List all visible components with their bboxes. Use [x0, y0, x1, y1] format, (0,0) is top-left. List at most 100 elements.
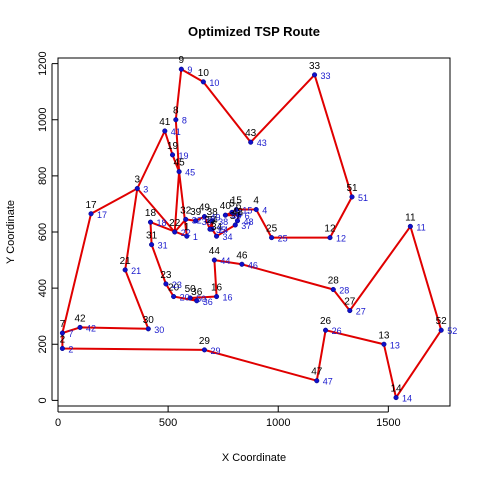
city-label: 39	[190, 207, 202, 218]
city-label: 26	[320, 316, 332, 327]
city-label-secondary: 41	[171, 127, 181, 137]
city-label-secondary: 32	[192, 215, 202, 225]
city-label-secondary: 2	[68, 344, 73, 354]
city-label-secondary: 26	[332, 326, 342, 336]
city-label: 44	[209, 246, 221, 257]
city-label-secondary: 36	[203, 297, 213, 307]
city-point	[248, 139, 254, 145]
city-point	[187, 295, 193, 301]
city-point	[184, 233, 190, 239]
city-label: 15	[231, 196, 243, 207]
city-label: 42	[74, 313, 86, 324]
city-label: 49	[199, 203, 211, 214]
city-point	[214, 233, 220, 239]
city-label-secondary: 44	[220, 256, 230, 266]
city-point	[134, 185, 140, 192]
city-point	[438, 327, 444, 333]
x-axis: 0 500 1000 1500	[55, 406, 401, 429]
city-label-secondary: 13	[390, 340, 400, 350]
city-label-secondary: 1	[193, 232, 198, 242]
city-label-secondary: 34	[223, 232, 233, 242]
city-point	[209, 218, 215, 224]
city-label: 41	[159, 117, 171, 128]
x-tick-label: 1000	[266, 417, 290, 429]
city-label-secondary: 52	[447, 326, 457, 336]
city-label-secondary: 19	[179, 151, 189, 161]
city-label: 36	[191, 287, 203, 298]
city-label-secondary: 46	[248, 260, 258, 270]
city-point	[147, 219, 154, 225]
city-point	[347, 308, 353, 314]
city-label: 19	[167, 141, 179, 152]
city-label: 14	[390, 384, 402, 395]
city-label-secondary: 43	[257, 138, 267, 148]
city-label: 47	[311, 367, 323, 378]
y-axis-label: Y Coordinate	[5, 200, 17, 264]
x-tick-label: 500	[159, 417, 177, 429]
city-label: 46	[236, 250, 248, 261]
city-label: 25	[266, 224, 278, 235]
city-label: 51	[346, 183, 358, 194]
y-tick-label: 800	[37, 167, 49, 185]
city-label: 52	[436, 316, 448, 327]
city-label-secondary: 17	[97, 210, 107, 220]
y-tick-label: 200	[37, 335, 49, 353]
city-point	[201, 347, 207, 353]
city-label-secondary: 24	[218, 225, 228, 235]
city-label-secondary: 39	[202, 217, 212, 227]
city-label: 38	[207, 207, 219, 218]
city-point	[232, 222, 238, 228]
city-point	[207, 226, 213, 232]
city-point	[171, 293, 177, 300]
city-label-secondary: 5	[238, 208, 243, 218]
city-label: 37	[230, 211, 242, 222]
city-point	[122, 267, 128, 273]
city-point	[381, 341, 387, 347]
city-label-secondary: 30	[154, 325, 164, 335]
city-label-secondary: 40	[231, 211, 241, 221]
city-label: 45	[174, 158, 186, 169]
city-point	[59, 330, 65, 336]
city-label-secondary: 23	[172, 280, 182, 290]
city-point	[145, 326, 151, 332]
city-label: 17	[85, 200, 97, 211]
city-label: 3	[134, 175, 140, 186]
city-label-secondary: 38	[218, 217, 228, 227]
city-label-secondary: 15	[242, 206, 252, 216]
city-label-secondary: 9	[187, 65, 192, 75]
city-point	[193, 218, 199, 224]
city-point	[253, 206, 259, 213]
city-point	[239, 261, 245, 267]
city-point	[173, 117, 179, 123]
city-label-secondary: 48	[243, 217, 253, 227]
city-label-secondary: 42	[86, 323, 96, 333]
city-point	[393, 395, 399, 401]
city-label-secondary: 4	[262, 206, 267, 216]
city-label-secondary: 47	[323, 377, 333, 387]
city-label: 24	[207, 215, 219, 226]
city-label: 32	[180, 205, 192, 216]
plot-frame	[57, 57, 451, 407]
city-point	[194, 298, 200, 304]
city-point	[349, 194, 355, 200]
city-point	[59, 345, 65, 352]
points-layer	[59, 66, 444, 401]
y-axis: 0 200 400 600 800 1000 1200	[37, 51, 58, 403]
city-label: 10	[198, 68, 210, 79]
city-point	[236, 212, 242, 218]
city-point	[214, 293, 220, 300]
city-label: 1	[184, 222, 190, 233]
city-point	[200, 79, 206, 85]
city-point	[172, 229, 178, 235]
city-label-secondary: 11	[416, 222, 425, 232]
city-label-secondary: 33	[321, 71, 331, 81]
city-label: 40	[220, 201, 232, 212]
city-label-secondary: 18	[156, 218, 166, 228]
city-label-secondary: 45	[185, 168, 195, 178]
city-point	[269, 235, 275, 241]
x-axis-label: X Coordinate	[222, 452, 286, 464]
city-label: 16	[211, 283, 223, 294]
city-point	[234, 218, 241, 224]
city-point	[88, 211, 94, 217]
